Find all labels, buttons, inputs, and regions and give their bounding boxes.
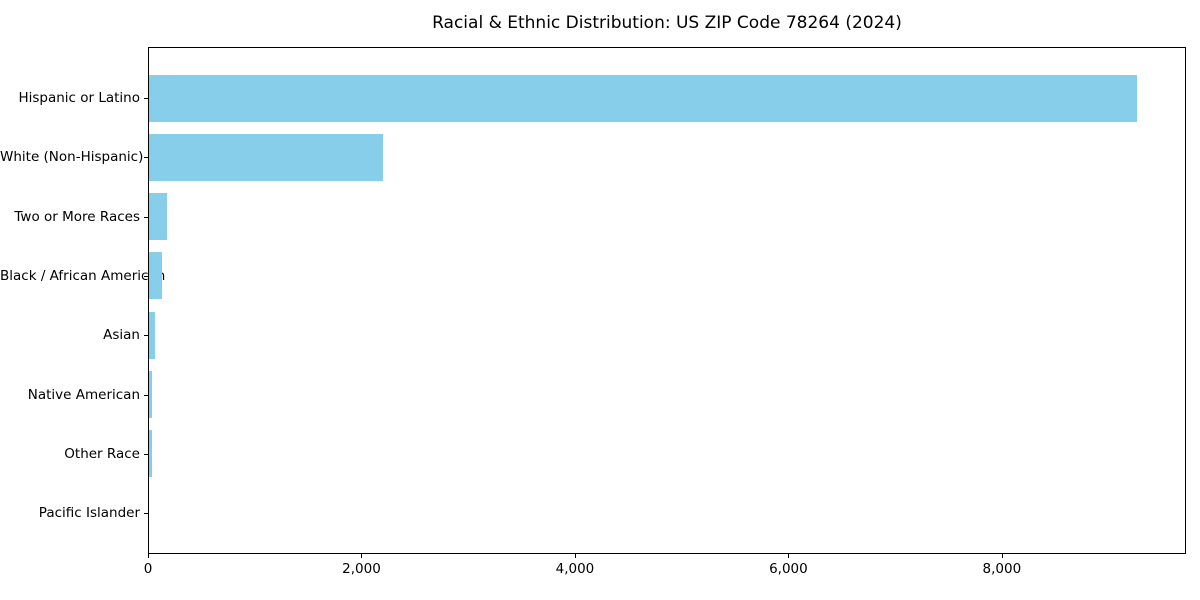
y-tick-mark-two-or-more-races: [144, 216, 148, 218]
bar-white-non-hispanic: [149, 133, 383, 181]
x-tick-label-8-000: 8,000: [982, 561, 1022, 577]
y-tick-label-other-race: Other Race: [64, 445, 140, 462]
x-tick-label-2-000: 2,000: [342, 561, 381, 577]
y-tick-label-two-or-more-races: Two or More Races: [14, 208, 140, 225]
y-tick-label-black-african-american: Black / African American: [0, 267, 166, 284]
bar-native-american: [149, 371, 152, 418]
y-tick-label-asian: Asian: [103, 327, 140, 344]
x-tick-mark-6-000: [788, 554, 790, 558]
y-tick-label-native-american: Native American: [27, 386, 140, 403]
bar-two-or-more-races: [149, 193, 168, 241]
x-tick-mark-2-000: [361, 554, 363, 558]
x-tick-label-0: 0: [143, 561, 153, 577]
y-tick-label-hispanic-or-latino: Hispanic or Latino: [18, 90, 140, 106]
chart-title: Racial & Ethnic Distribution: US ZIP Cod…: [432, 13, 902, 33]
y-tick-mark-asian: [144, 335, 148, 337]
x-tick-label-6-000: 6,000: [769, 561, 808, 577]
y-tick-mark-hispanic-or-latino: [144, 98, 148, 99]
y-tick-label-pacific-islander: Pacific Islander: [38, 505, 140, 522]
x-tick-mark-8-000: [1001, 554, 1003, 558]
y-tick-label-white-non-hispanic: White (Non-Hispanic): [0, 149, 144, 166]
y-tick-mark-other-race: [144, 453, 148, 455]
plot-area: [148, 47, 1186, 554]
bar-asian: [149, 311, 156, 359]
y-tick-mark-white-non-hispanic: [144, 157, 148, 159]
bar-black-african-american: [149, 252, 162, 300]
y-tick-mark-pacific-islander: [144, 513, 148, 515]
bar-hispanic-or-latino: [149, 74, 1138, 122]
y-tick-mark-black-african-american: [144, 275, 148, 277]
x-tick-mark-4-000: [574, 554, 576, 558]
x-tick-mark-0: [148, 554, 149, 558]
x-tick-label-4-000: 4,000: [555, 561, 595, 577]
y-tick-mark-native-american: [144, 394, 148, 396]
bar-other-race: [149, 430, 153, 478]
